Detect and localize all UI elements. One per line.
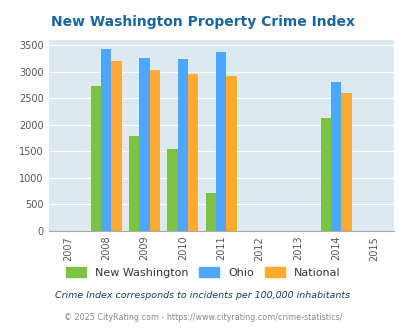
Bar <box>111 61 122 231</box>
Text: © 2025 CityRating.com - https://www.cityrating.com/crime-statistics/: © 2025 CityRating.com - https://www.city… <box>64 313 341 322</box>
Bar <box>149 70 160 231</box>
Bar <box>226 76 236 231</box>
Bar <box>139 58 149 231</box>
Text: New Washington Property Crime Index: New Washington Property Crime Index <box>51 15 354 29</box>
Legend: New Washington, Ohio, National: New Washington, Ohio, National <box>61 263 344 282</box>
Bar <box>341 93 351 231</box>
Text: Crime Index corresponds to incidents per 100,000 inhabitants: Crime Index corresponds to incidents per… <box>55 291 350 300</box>
Bar <box>205 193 215 231</box>
Bar <box>320 118 330 231</box>
Bar <box>177 59 188 231</box>
Bar <box>101 49 111 231</box>
Bar <box>330 82 341 231</box>
Bar <box>215 52 226 231</box>
Bar <box>188 74 198 231</box>
Bar <box>167 148 177 231</box>
Bar <box>129 136 139 231</box>
Bar <box>90 86 101 231</box>
